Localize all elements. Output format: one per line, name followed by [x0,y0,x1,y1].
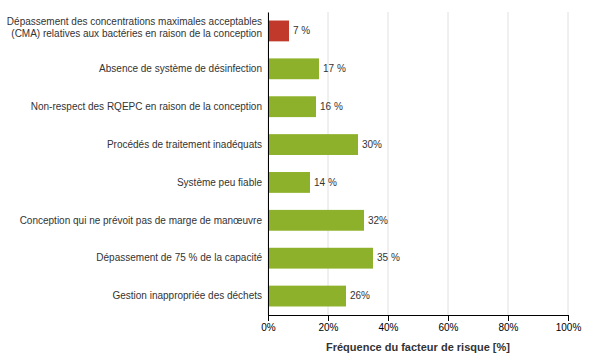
grid-line [388,12,389,315]
bar [268,96,316,117]
x-tick-label: 60% [438,322,458,333]
data-label: 26% [350,290,370,301]
x-tick: 100% [556,315,582,333]
x-tick: 40% [378,315,398,333]
grid-line [268,12,269,315]
data-label: 35 % [377,252,400,263]
x-tick-mark [328,315,329,321]
bar [268,172,310,193]
plot: 0% 20% 40% 60% 80% 100% Gestion inappropriée d… [7,12,582,333]
x-tick: 20% [318,315,338,333]
y-tick-label: Procédés de traitement inadéquats [107,139,262,150]
x-tick-label: 20% [318,322,338,333]
bar [268,248,373,269]
y-tick: Non-respect des RQEPC en raison de la co… [31,101,262,112]
data-label: 17 % [323,63,346,74]
y-tick: Dépassement de 75 % de la capacité [96,252,262,263]
grid-line [448,12,449,315]
y-tick-label: Absence de système de désinfection [99,63,262,74]
y-tick: Système peu fiable [177,177,262,188]
y-tick-label: Dépassement des concentrations maximales… [7,16,262,39]
bar [268,210,364,231]
x-tick-mark [388,315,389,321]
y-tick-label: Non-respect des RQEPC en raison de la co… [31,101,262,112]
bar [268,134,358,155]
data-label: 14 % [314,177,337,188]
x-tick: 60% [438,315,458,333]
data-label: 32% [368,215,388,226]
y-axis-line [268,13,269,316]
y-tick-label: Gestion inappropriée des déchets [112,290,262,301]
x-tick: 80% [498,315,518,333]
x-axis-title: Fréquence du facteur de risque [%] [326,341,510,353]
data-label: 30% [362,139,382,150]
x-tick-mark [568,315,569,321]
y-tick: Conception qui ne prévoit pas de marge d… [20,215,263,226]
x-tick-mark [508,315,509,321]
data-label: 7 % [293,25,310,36]
data-label: 16 % [320,101,343,112]
x-axis: 0% 20% 40% 60% 80% 100% [261,315,581,333]
y-tick-label: Conception qui ne prévoit pas de marge d… [20,215,263,226]
y-tick: Absence de système de désinfection [99,63,262,74]
grid-line [508,12,509,315]
bars [268,21,373,307]
bar [268,58,319,79]
x-tick-label: 0% [261,322,276,333]
x-tick: 0% [261,315,276,333]
x-axis-line [269,316,569,322]
x-tick-mark [268,315,269,321]
x-tick-mark [448,315,449,321]
grid-line [328,12,329,315]
y-tick: Gestion inappropriée des déchets [112,290,262,301]
x-tick-label: 100% [556,322,582,333]
chart: 0% 20% 40% 60% 80% 100% Gestion inappropriée d… [0,0,590,361]
y-tick: Procédés de traitement inadéquats [107,139,262,150]
y-tick: Dépassement des concentrations maximales… [7,16,262,39]
bar [268,286,346,307]
x-tick-label: 40% [378,322,398,333]
y-tick-label: Dépassement de 75 % de la capacité [96,252,262,263]
data-labels: 26% 35 % 32% 14 % 30% 16 % 17 % 7 % [293,25,400,301]
y-tick-label: Système peu fiable [177,177,262,188]
grid-line [568,12,569,315]
x-tick-label: 80% [498,322,518,333]
bar [268,21,289,42]
grid [268,12,568,315]
y-axis: Gestion inappropriée des déchets Dépassem… [7,13,269,316]
